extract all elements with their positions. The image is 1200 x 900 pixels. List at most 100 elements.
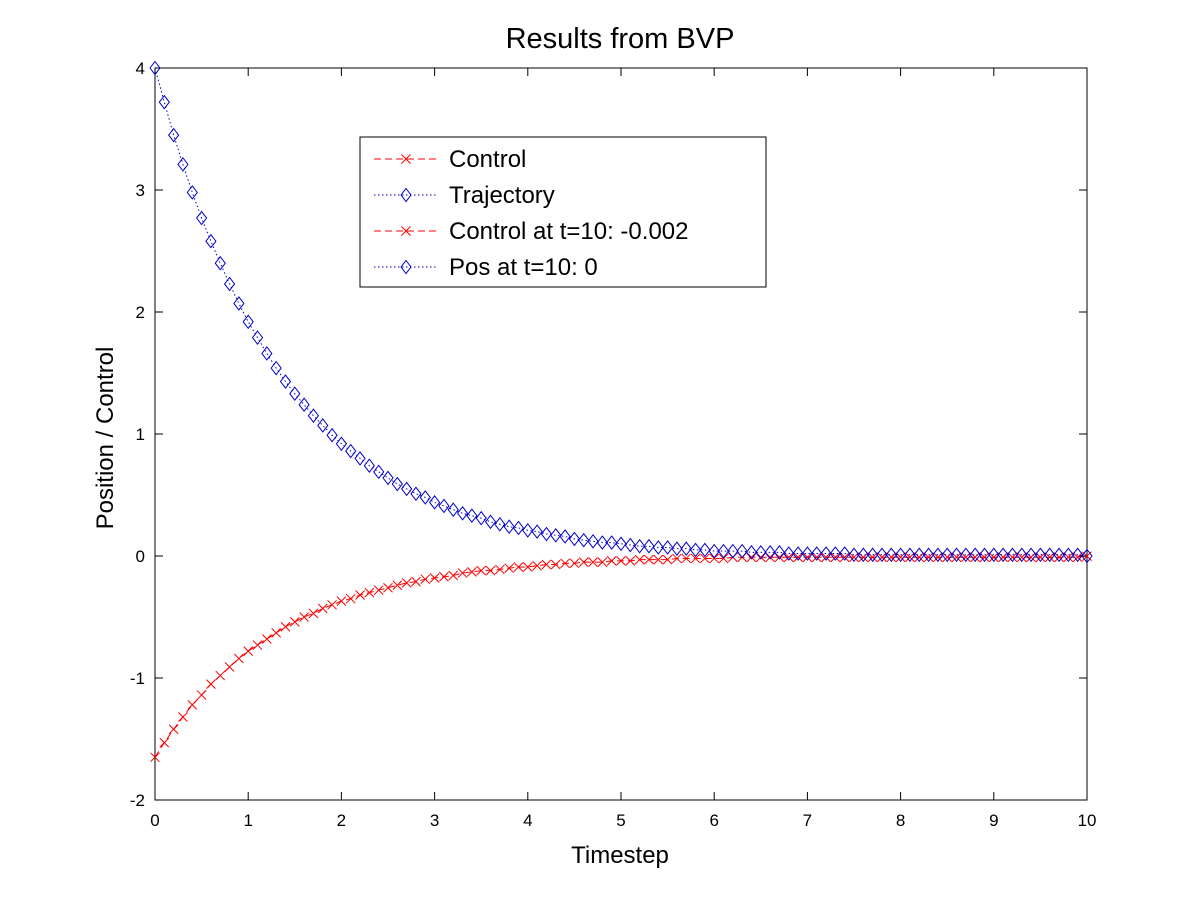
legend-entry: Pos at t=10: 0 [374,254,598,281]
data-point-trajectory [205,233,217,249]
x-tick-label: 0 [150,811,159,830]
data-point-trajectory [876,547,888,563]
data-point-control [830,552,841,563]
legend-marker-sample [400,259,412,275]
data-point-trajectory [522,523,534,538]
x-axis-ticks: 0 1 2 3 4 5 6 7 8 9 10 [150,68,1096,830]
data-point-trajectory [764,545,776,560]
data-point-trajectory [578,532,590,548]
data-point-control [588,557,598,567]
data-point-trajectory [382,470,394,486]
x-tick-label: 10 [1078,811,1097,830]
data-point-control [905,552,915,563]
data-point-control [383,582,393,593]
data-point-trajectory [1081,548,1093,564]
data-point-trajectory [624,537,636,553]
data-point-control [811,552,822,563]
data-point-control [150,752,160,763]
data-point-control [541,559,552,570]
data-point-control [1044,552,1055,563]
x-tick-label: 3 [430,811,439,830]
data-point-control [988,552,999,563]
legend-entries: Control Trajectory Control at t=10: -0.002… [374,146,688,281]
data-point-trajectory [671,541,683,557]
data-point-control [159,737,170,748]
data-point-control [206,679,216,689]
data-point-control [261,634,272,644]
data-point-control [662,554,673,565]
legend-entry: Control at t=10: -0.002 [374,218,688,245]
data-point-trajectory [745,545,758,560]
data-point-trajectory [755,545,767,560]
data-point-control [979,552,990,563]
data-point-trajectory [867,547,879,563]
plot-area: 0 1 2 3 4 5 6 7 8 9 10 -2 -1 0 1 2 3 4 [130,59,1097,830]
data-point-trajectory [373,464,385,480]
data-point-trajectory [988,547,1000,563]
data-point-control [895,552,906,563]
data-point-control [336,596,347,606]
data-point-control [569,558,580,569]
data-point-trajectory [438,498,450,514]
data-point-control [411,576,421,587]
data-point-control [355,590,365,600]
data-point-trajectory [801,546,814,561]
data-point-control [1026,552,1036,563]
data-point-trajectory [354,451,366,466]
data-point-control [224,662,235,672]
y-tick-label: 2 [136,303,145,322]
legend-label: Control at t=10: -0.002 [449,218,688,245]
data-point-trajectory [512,520,525,536]
data-point-trajectory [904,547,916,563]
data-point-trajectory [447,502,459,517]
data-point-control [522,562,533,572]
legend-label: Control [449,146,526,173]
data-point-control [839,552,850,563]
data-point-control [420,574,431,585]
legend-entry: Control [374,146,526,173]
data-point-control [933,552,943,563]
data-point-control [877,552,887,563]
data-point-control [196,690,207,700]
data-point-trajectory [391,476,403,492]
data-point-control [215,670,226,681]
x-tick-label: 7 [803,811,812,830]
data-point-trajectory [456,505,469,521]
data-point-control [178,712,188,722]
data-point-control [234,653,244,664]
data-point-trajectory [1072,547,1084,563]
legend-label: Trajectory [449,182,555,209]
legend-label: Pos at t=10: 0 [449,254,598,281]
data-point-control [951,552,962,563]
chart-title: Results from BVP [506,23,735,55]
data-point-trajectory [1044,547,1056,563]
series-line-trajectory [154,67,1088,557]
data-point-control [429,573,440,583]
data-point-control [1016,552,1027,563]
data-point-control [271,628,282,638]
data-point-trajectory [251,330,264,345]
data-point-control [970,552,981,563]
data-point-trajectory [699,542,711,558]
data-point-trajectory [596,535,608,550]
series-layer [149,60,1093,763]
data-point-trajectory [335,436,348,452]
data-point-trajectory [186,185,198,200]
data-point-control [327,599,337,610]
data-point-control [401,577,412,588]
x-axis-label: Timestep [571,842,669,869]
data-point-control [849,552,859,563]
data-point-control [364,587,375,598]
data-point-control [634,554,645,565]
data-point-trajectory [894,547,907,563]
x-tick-label: 4 [523,811,532,830]
data-point-trajectory [634,538,646,554]
data-point-trajectory [708,543,720,559]
data-point-trajectory [214,255,226,271]
data-point-control [532,560,542,571]
data-point-trajectory [233,296,245,311]
data-point-trajectory [1034,547,1047,563]
data-point-trajectory [419,490,431,505]
data-point-control [252,640,263,650]
data-point-trajectory [363,458,375,474]
